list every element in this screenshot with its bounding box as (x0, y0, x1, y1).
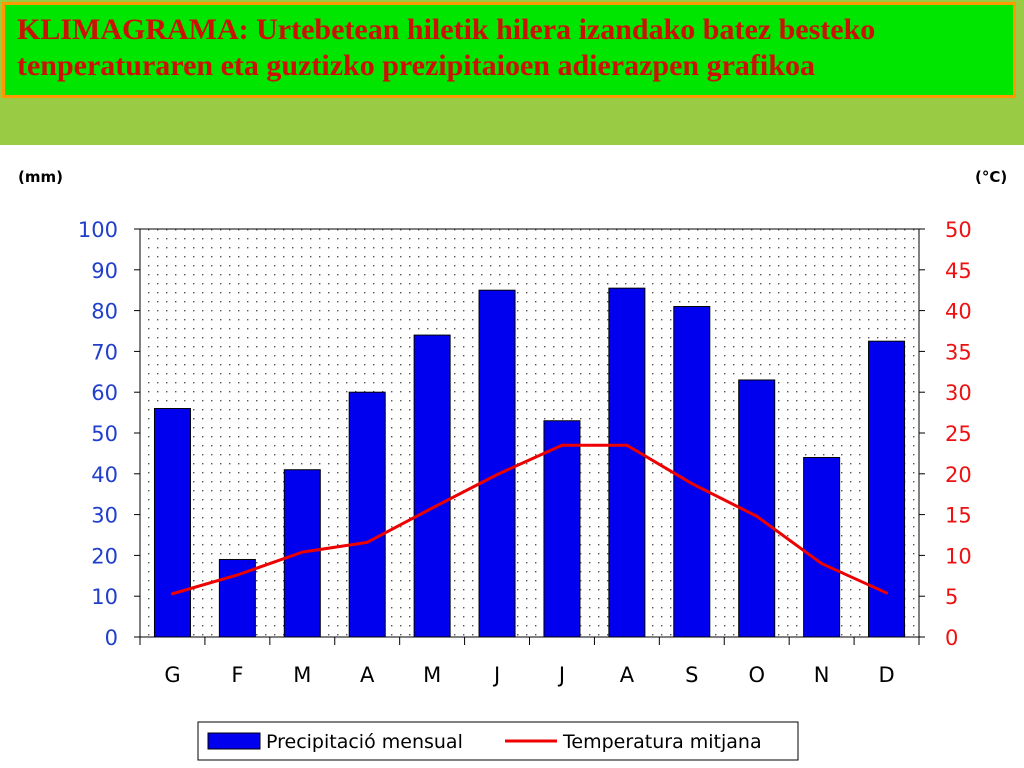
x-tick-label: M (423, 663, 441, 687)
y-right-tick-label: 5 (945, 585, 958, 609)
bar-precip-6 (543, 420, 581, 638)
y-right-tick-label: 35 (945, 340, 972, 364)
x-tick-label: S (685, 663, 698, 687)
temperature-point-2 (300, 550, 304, 554)
x-tick-label: O (748, 663, 765, 687)
y-left-tick-label: 60 (91, 381, 118, 405)
page-title: KLIMAGRAMA: Urtebetean hiletik hilera iz… (17, 13, 876, 82)
x-tick-label: M (293, 663, 311, 687)
y-left-unit-label: (mm) (18, 168, 63, 186)
bar-precip-1 (218, 558, 256, 638)
x-tick-label: J (492, 663, 500, 687)
y-left-tick-label: 10 (91, 585, 118, 609)
y-right-tick-label: 30 (945, 381, 972, 405)
title-box: KLIMAGRAMA: Urtebetean hiletik hilera iz… (2, 2, 1016, 98)
temperature-point-1 (235, 573, 239, 577)
line-group (170, 443, 889, 596)
legend-bar-label: Precipitació mensual (266, 731, 463, 753)
y-right-tick-label: 25 (945, 422, 972, 446)
plot-area (139, 228, 920, 638)
temperature-point-9 (755, 514, 759, 518)
bar-precip-0 (153, 408, 191, 638)
temperature-point-3 (365, 540, 369, 544)
x-tick-label: D (878, 663, 894, 687)
y-left-tick-label: 30 (91, 504, 118, 528)
x-tick-label: A (620, 663, 635, 687)
temperature-point-7 (625, 443, 629, 447)
bar-precip-3 (348, 391, 386, 638)
temperature-point-10 (820, 562, 824, 566)
legend-box (197, 721, 799, 761)
y-left-tick-label: 80 (91, 300, 118, 324)
temperature-line (172, 443, 888, 596)
bar-precip-5 (478, 289, 516, 638)
y-right-tick-label: 15 (945, 504, 972, 528)
axes-group: 0 10 20 30 40 50 60 70 80 90 100 0 5 10 15 20 25 30 35 40 45… (78, 218, 972, 687)
y-right-tick-label: 50 (945, 218, 972, 242)
y-right-tick-label: 45 (945, 259, 972, 283)
bar-precip-4 (413, 334, 451, 638)
temperature-point-6 (560, 443, 564, 447)
bar-precip-8 (673, 306, 711, 638)
y-left-tick-label: 70 (91, 340, 118, 364)
temperature-point-0 (170, 592, 174, 596)
y-left-tick-label: 50 (91, 422, 118, 446)
x-tick-label: G (164, 663, 180, 687)
x-tick-label: F (231, 663, 243, 687)
y-right-tick-label: 10 (945, 544, 972, 568)
title-band: KLIMAGRAMA: Urtebetean hiletik hilera iz… (0, 0, 1024, 145)
y-right-tick-label: 0 (945, 626, 958, 650)
y-left-tick-label: 20 (91, 544, 118, 568)
y-left-tick-label: 90 (91, 259, 118, 283)
y-left-tick-label: 0 (105, 626, 118, 650)
bar-precip-7 (608, 287, 646, 638)
legend: Precipitació mensual Temperatura mitjana (197, 721, 799, 761)
bars-group (153, 287, 906, 638)
legend-bar-swatch (207, 732, 261, 750)
x-tick-label: N (814, 663, 830, 687)
temperature-point-8 (690, 482, 694, 486)
y-left-tick-label: 100 (78, 218, 118, 242)
temperature-point-11 (885, 591, 889, 595)
y-right-unit-label: (°C) (975, 168, 1008, 186)
y-right-tick-label: 40 (945, 300, 972, 324)
x-tick-label: J (557, 663, 565, 687)
y-left-tick-label: 40 (91, 463, 118, 487)
temperature-point-5 (495, 473, 499, 477)
y-right-tick-label: 20 (945, 463, 972, 487)
x-tick-label: A (360, 663, 375, 687)
bar-precip-10 (803, 456, 841, 638)
bar-precip-9 (738, 379, 776, 638)
legend-line-label: Temperatura mitjana (562, 731, 762, 753)
temperature-point-4 (430, 506, 434, 510)
